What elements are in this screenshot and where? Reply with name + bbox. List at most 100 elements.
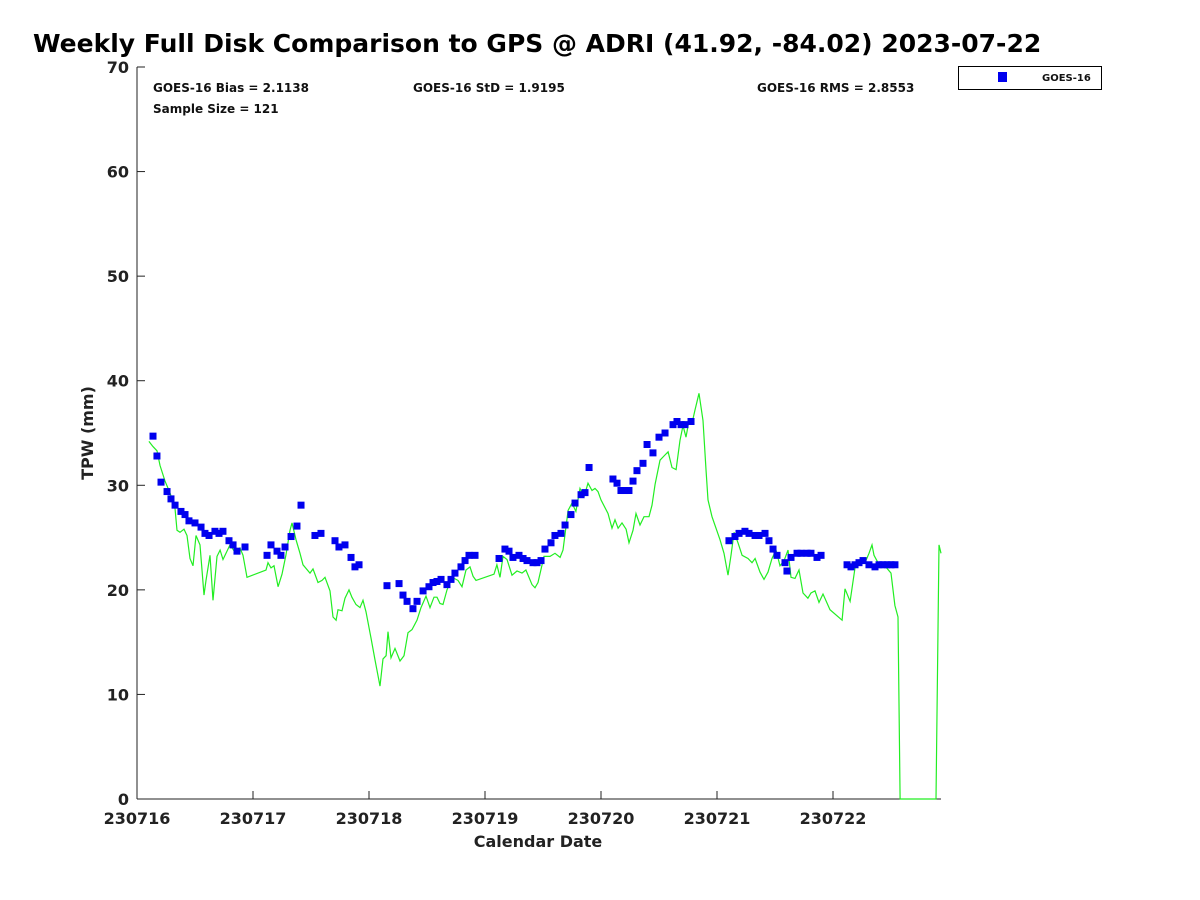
- goes-point: [205, 531, 213, 539]
- goes-point: [741, 527, 749, 535]
- goes-point: [263, 551, 271, 559]
- goes-point: [523, 557, 531, 565]
- goes-point: [625, 487, 633, 495]
- goes-point: [395, 580, 403, 588]
- goes-point: [451, 569, 459, 577]
- goes-point: [505, 547, 513, 555]
- goes-point: [643, 441, 651, 449]
- goes-point: [783, 567, 791, 575]
- goes-point: [201, 529, 209, 537]
- goes-point: [803, 549, 811, 557]
- goes-point: [751, 531, 759, 539]
- goes-point: [157, 478, 165, 486]
- goes-point: [773, 551, 781, 559]
- goes-point: [567, 511, 575, 519]
- goes-point: [673, 417, 681, 425]
- goes-point: [609, 475, 617, 483]
- goes-point: [167, 495, 175, 503]
- y-tick-label: 40: [107, 372, 129, 391]
- goes-point: [211, 527, 219, 535]
- rms-stat: GOES-16 RMS = 2.8553: [757, 81, 914, 95]
- goes-point: [277, 551, 285, 559]
- goes-point: [409, 605, 417, 613]
- goes-point: [215, 529, 223, 537]
- goes-point: [859, 557, 867, 565]
- y-tick-label: 20: [107, 581, 129, 600]
- goes-point: [293, 522, 301, 530]
- y-tick-label: 0: [118, 790, 129, 809]
- sample-size-stat: Sample Size = 121: [153, 102, 279, 116]
- goes-point: [755, 531, 763, 539]
- x-tick-label: 230718: [336, 809, 403, 828]
- goes-point: [465, 551, 473, 559]
- goes-point: [273, 547, 281, 555]
- goes-point: [419, 587, 427, 595]
- goes-point: [437, 575, 445, 583]
- goes-point: [219, 527, 227, 535]
- goes-point: [887, 561, 895, 569]
- y-tick-label: 70: [107, 58, 129, 77]
- x-tick-label: 230721: [684, 809, 751, 828]
- goes-point: [813, 553, 821, 561]
- goes-point: [621, 487, 629, 495]
- goes-point: [613, 479, 621, 487]
- bias-stat: GOES-16 Bias = 2.1138: [153, 81, 309, 95]
- x-tick-label: 230720: [568, 809, 635, 828]
- goes-point: [461, 557, 469, 565]
- goes-point: [197, 523, 205, 531]
- goes-point: [541, 545, 549, 553]
- std-stat: GOES-16 StD = 1.9195: [413, 81, 565, 95]
- goes-point: [383, 582, 391, 590]
- goes-point: [425, 583, 433, 591]
- legend-box: [958, 66, 1102, 90]
- gps-series: [148, 393, 942, 800]
- legend-label-goes: GOES-16: [1042, 73, 1091, 84]
- goes-point: [433, 577, 441, 585]
- goes-point: [177, 507, 185, 515]
- goes-point: [655, 433, 663, 441]
- goes-point: [501, 545, 509, 553]
- goes-point: [649, 449, 657, 457]
- goes-point: [585, 464, 593, 472]
- axes: 0 10 20 30 40 50 60 70 230716 230717 230718 230719 2…: [104, 58, 941, 828]
- y-tick-label: 10: [107, 685, 129, 704]
- goes-point: [287, 533, 295, 541]
- goes-point: [341, 541, 349, 549]
- goes-point: [351, 563, 359, 571]
- goes-point: [681, 421, 689, 429]
- goes-point: [761, 529, 769, 537]
- goes-point: [537, 557, 545, 565]
- goes-point: [557, 529, 565, 537]
- goes-point: [843, 561, 851, 569]
- goes-point: [639, 459, 647, 467]
- x-tick-label: 230719: [452, 809, 519, 828]
- goes-point: [281, 543, 289, 551]
- goes-point: [403, 597, 411, 605]
- legend-marker-goes: [998, 72, 1007, 82]
- goes-point: [331, 537, 339, 545]
- goes-point: [571, 499, 579, 507]
- goes-point: [855, 559, 863, 567]
- goes-point: [413, 597, 421, 605]
- goes-point: [547, 539, 555, 547]
- goes-point: [495, 554, 503, 562]
- goes-point: [471, 551, 479, 559]
- goes-point: [629, 477, 637, 485]
- gps-line: [148, 393, 942, 800]
- goes-point: [871, 563, 879, 571]
- goes-point: [807, 549, 815, 557]
- goes-point: [561, 521, 569, 529]
- goes-point: [185, 517, 193, 525]
- goes-point: [317, 529, 325, 537]
- goes-point: [447, 575, 455, 583]
- y-tick-label: 50: [107, 267, 129, 286]
- goes-point: [677, 421, 685, 429]
- goes-point: [515, 551, 523, 559]
- x-tick-label: 230717: [220, 809, 287, 828]
- goes-point: [225, 537, 233, 545]
- goes-point: [335, 543, 343, 551]
- goes-point: [661, 429, 669, 437]
- y-tick-label: 30: [107, 476, 129, 495]
- goes-point: [725, 537, 733, 545]
- goes-point: [443, 581, 451, 589]
